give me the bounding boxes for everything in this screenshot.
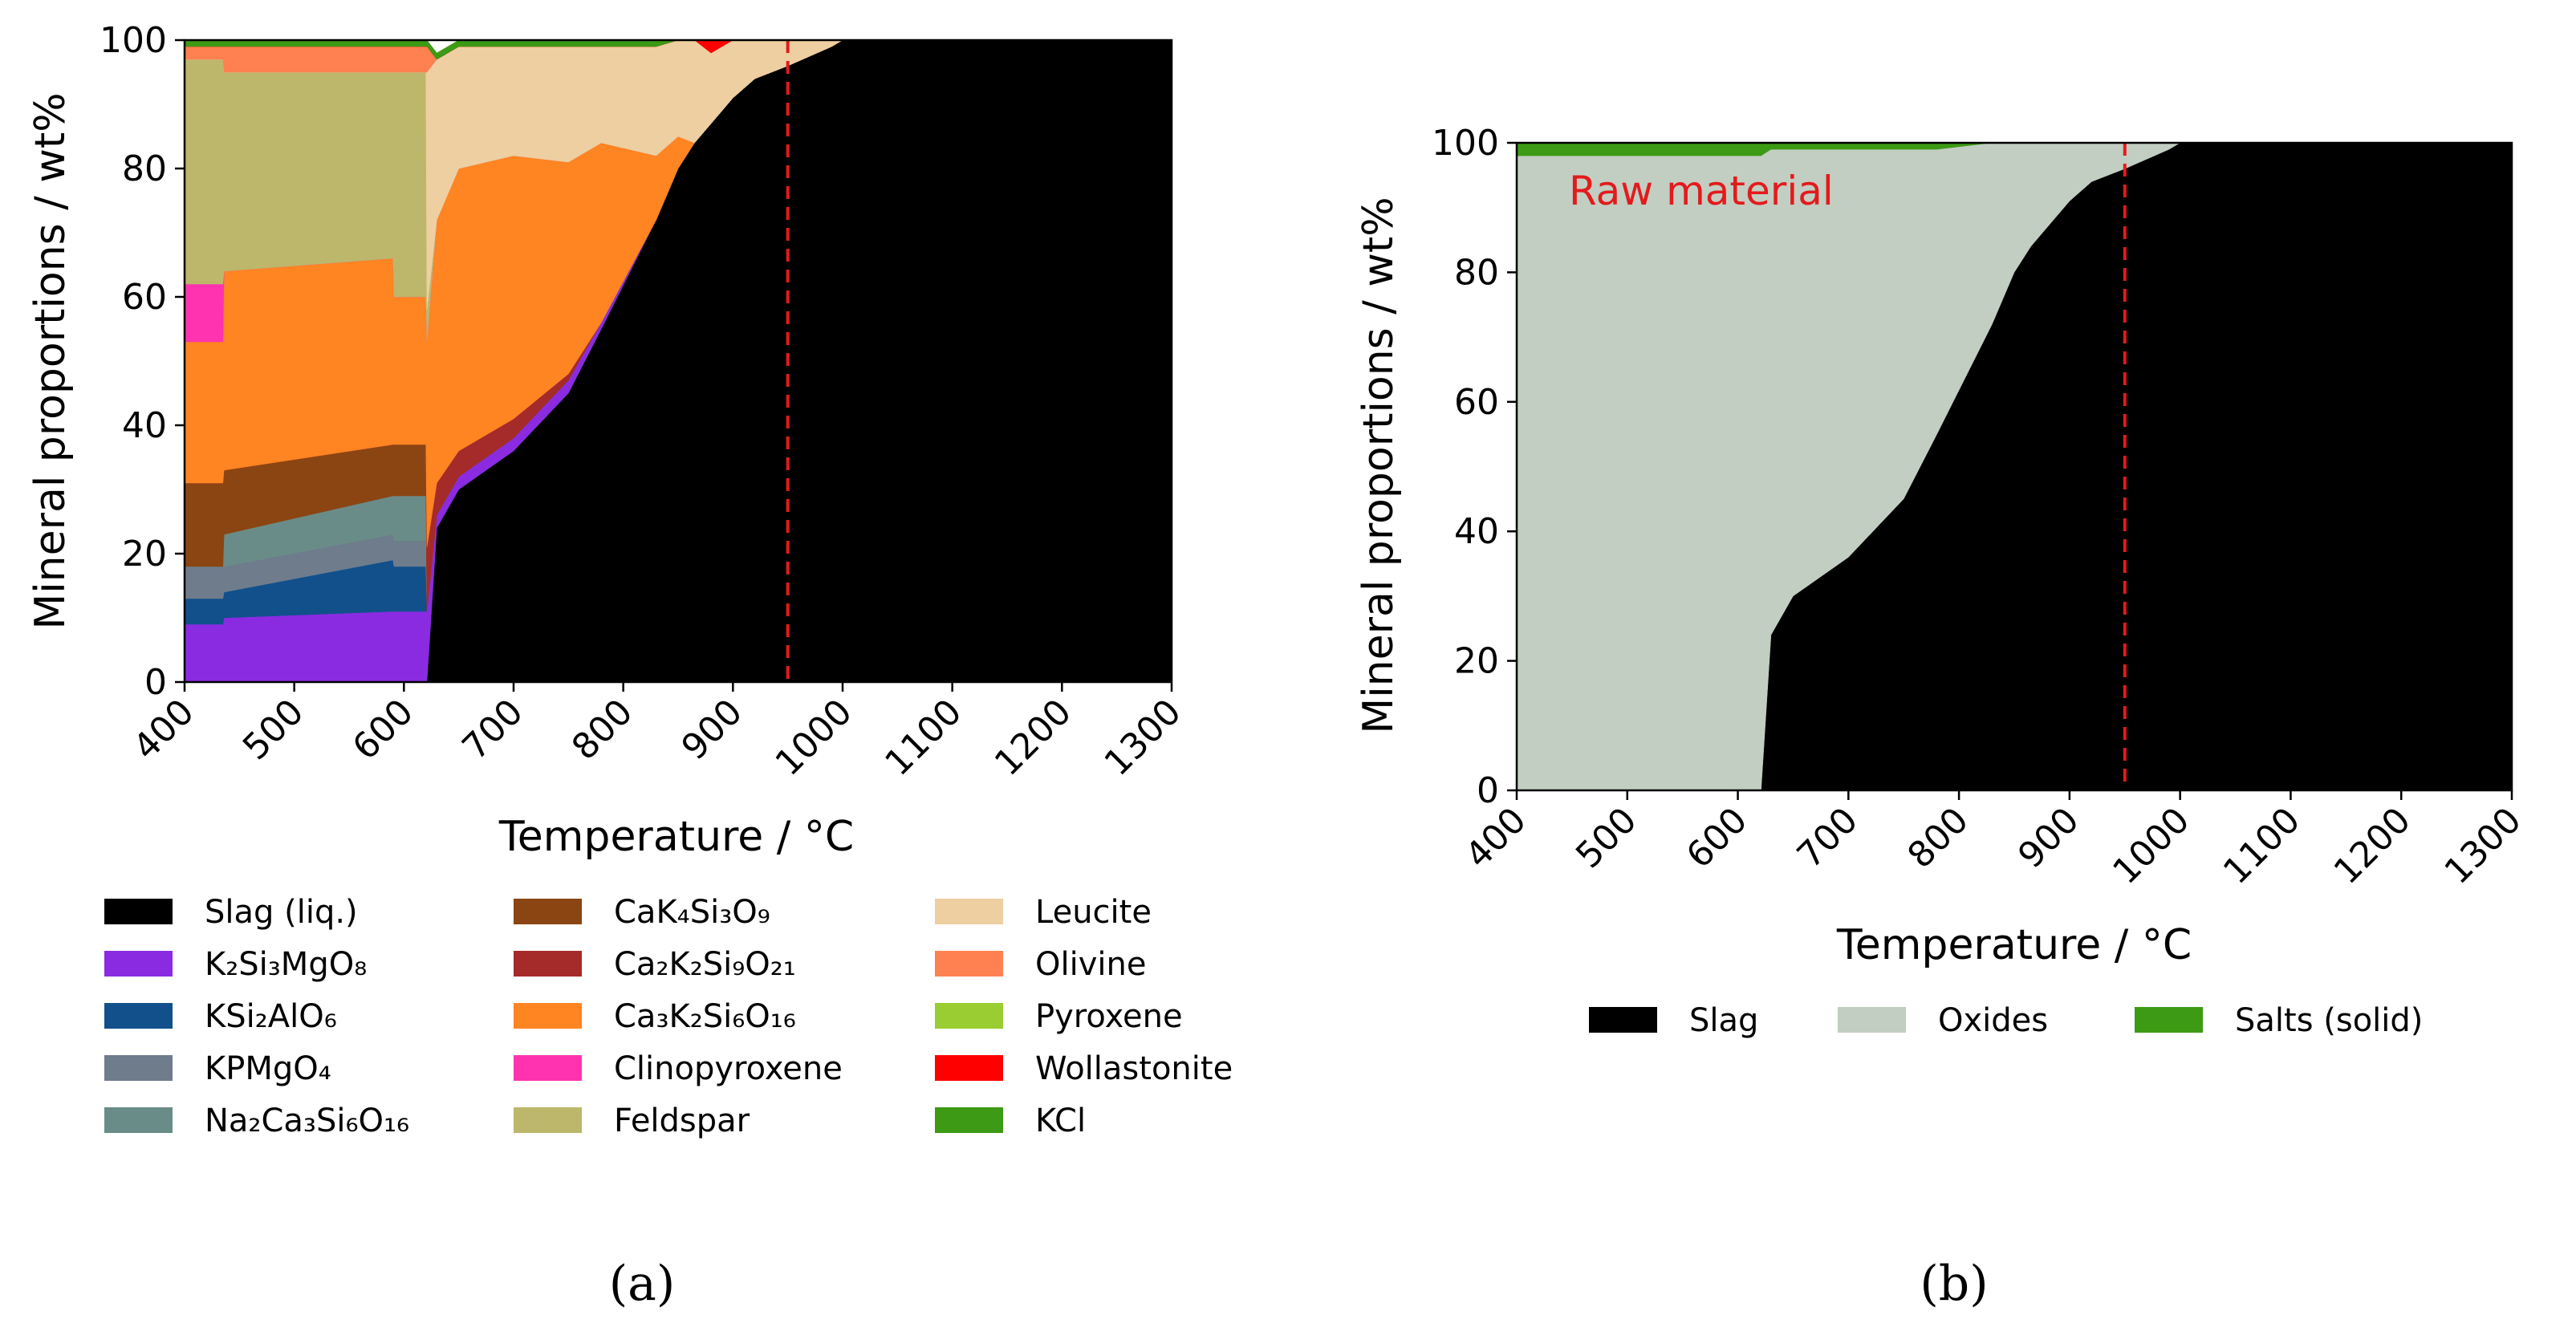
chart-a-legend-swatch bbox=[104, 1055, 173, 1081]
chart-b-legend-swatch bbox=[2135, 1007, 2203, 1033]
chart-a-xtick-label: 1200 bbox=[987, 692, 1079, 784]
chart-a-legend: Slag (liq.) K₂Si₃MgO₈ KSi₂AlO₆ KPMgO₄ Na₂Ca₃… bbox=[104, 894, 1233, 1139]
chart-b-ylabel: Mineral proportions / wt% bbox=[1355, 197, 1403, 733]
chart-a-ytick-label: 80 bbox=[122, 148, 167, 189]
chart-a-legend-label: Clinopyroxene bbox=[614, 1050, 843, 1087]
chart-b-ytick-label: 80 bbox=[1454, 252, 1499, 293]
chart-b-ytick-label: 100 bbox=[1432, 123, 1499, 164]
chart-b-legend-label: Oxides bbox=[1938, 1002, 2048, 1039]
chart-b-annotation: Raw material bbox=[1569, 168, 1834, 214]
chart-a-xtick-label: 1000 bbox=[768, 692, 860, 784]
chart-b-ytick-label: 20 bbox=[1454, 641, 1499, 682]
chart-b-xtick-label: 1300 bbox=[2437, 800, 2529, 892]
chart-b-xtick-label: 1000 bbox=[2105, 800, 2197, 892]
chart-a-xtick-label: 1300 bbox=[1097, 692, 1189, 784]
chart-a-ytick-label: 0 bbox=[144, 662, 167, 703]
chart-a: 400 500 600 700 800 900 1000 1100 1200 1300 0 20 40… bbox=[26, 20, 1233, 1312]
chart-a-legend-label: Slag (liq.) bbox=[205, 894, 358, 931]
chart-b-frame bbox=[1515, 141, 2513, 792]
chart-b-xtick-label: 800 bbox=[1899, 800, 1976, 876]
chart-a-legend-swatch bbox=[104, 1003, 173, 1029]
chart-b-xtick-label: 1200 bbox=[2326, 800, 2419, 892]
chart-a-xtick-label: 500 bbox=[235, 692, 311, 768]
chart-b-xtick-label: 900 bbox=[2010, 800, 2086, 876]
chart-a-legend-swatch bbox=[514, 1107, 582, 1133]
chart-a-legend-label: KCl bbox=[1035, 1102, 1086, 1139]
chart-b-ytick-label: 60 bbox=[1454, 382, 1499, 423]
chart-b-panel-label: (b) bbox=[1920, 1256, 1988, 1312]
chart-a-legend-label: KSi₂AlO₆ bbox=[205, 998, 337, 1035]
chart-a-xtick-label: 700 bbox=[454, 692, 530, 768]
chart-a-ytick-label: 20 bbox=[122, 534, 167, 575]
chart-b-legend-label: Slag bbox=[1689, 1002, 1758, 1039]
chart-a-legend-label: CaK₄Si₃O₉ bbox=[614, 894, 770, 931]
chart-a-xtick-label: 400 bbox=[125, 692, 201, 768]
chart-a-legend-swatch bbox=[935, 899, 1003, 924]
chart-a-legend-label: Pyroxene bbox=[1035, 998, 1183, 1035]
chart-a-legend-label: Wollastonite bbox=[1035, 1050, 1233, 1087]
chart-a-legend-label: Ca₂K₂Si₉O₂₁ bbox=[614, 946, 796, 983]
chart-a-legend-swatch bbox=[104, 899, 173, 924]
chart-b-legend-swatch bbox=[1589, 1007, 1657, 1033]
chart-a-legend-label: K₂Si₃MgO₈ bbox=[205, 946, 367, 983]
chart-a-legend-swatch bbox=[935, 1055, 1003, 1081]
chart-a-ytick-label: 60 bbox=[122, 277, 167, 318]
chart-a-legend-label: Feldspar bbox=[614, 1102, 750, 1139]
chart-b-xtick-label: 1100 bbox=[2216, 800, 2308, 892]
chart-a-legend-swatch bbox=[935, 951, 1003, 977]
chart-b-xtick-label: 600 bbox=[1679, 800, 1755, 876]
chart-a-legend-swatch bbox=[935, 1107, 1003, 1133]
chart-a-ylabel: Mineral proportions / wt% bbox=[26, 92, 75, 629]
chart-a-legend-swatch bbox=[104, 1107, 173, 1133]
chart-a-legend-label: Ca₃K₂Si₆O₁₆ bbox=[614, 998, 796, 1035]
chart-b-ytick-label: 0 bbox=[1477, 770, 1499, 811]
chart-a-legend-swatch bbox=[514, 1055, 582, 1081]
chart-b-legend-label: Salts (solid) bbox=[2235, 1002, 2423, 1039]
chart-a-xlabel: Temperature / °C bbox=[498, 813, 854, 861]
chart-a-legend-label: Na₂Ca₃Si₆O₁₆ bbox=[205, 1102, 409, 1139]
chart-b: Raw material 400 500 600 700 800 900 1000 1100 1… bbox=[1355, 123, 2529, 1312]
chart-a-legend-swatch bbox=[514, 1003, 582, 1029]
chart-b-xtick-label: 400 bbox=[1457, 800, 1534, 876]
chart-b-legend: Slag Oxides Salts (solid) bbox=[1589, 1002, 2423, 1039]
chart-a-panel-label: (a) bbox=[609, 1256, 676, 1312]
chart-a-legend-swatch bbox=[935, 1003, 1003, 1029]
chart-a-xtick-label: 600 bbox=[345, 692, 421, 768]
chart-b-xtick-label: 700 bbox=[1790, 800, 1866, 876]
chart-a-legend-label: Olivine bbox=[1035, 946, 1146, 983]
chart-a-xtick-label: 900 bbox=[674, 692, 750, 768]
chart-a-legend-swatch bbox=[514, 951, 582, 977]
chart-a-frame bbox=[183, 39, 1173, 684]
chart-b-xtick-label: 500 bbox=[1568, 800, 1644, 876]
chart-a-ytick-label: 100 bbox=[100, 20, 167, 61]
chart-b-legend-swatch bbox=[1838, 1007, 1906, 1033]
chart-a-xtick-label: 800 bbox=[564, 692, 640, 768]
chart-a-legend-swatch bbox=[104, 951, 173, 977]
chart-b-xlabel: Temperature / °C bbox=[1836, 921, 2192, 969]
chart-a-ytick-label: 40 bbox=[122, 405, 167, 446]
chart-a-legend-swatch bbox=[514, 899, 582, 924]
chart-a-legend-label: Leucite bbox=[1035, 894, 1152, 931]
chart-a-xtick-label: 1100 bbox=[877, 692, 969, 784]
chart-b-ytick-label: 40 bbox=[1454, 511, 1499, 552]
chart-a-legend-label: KPMgO₄ bbox=[205, 1050, 331, 1087]
